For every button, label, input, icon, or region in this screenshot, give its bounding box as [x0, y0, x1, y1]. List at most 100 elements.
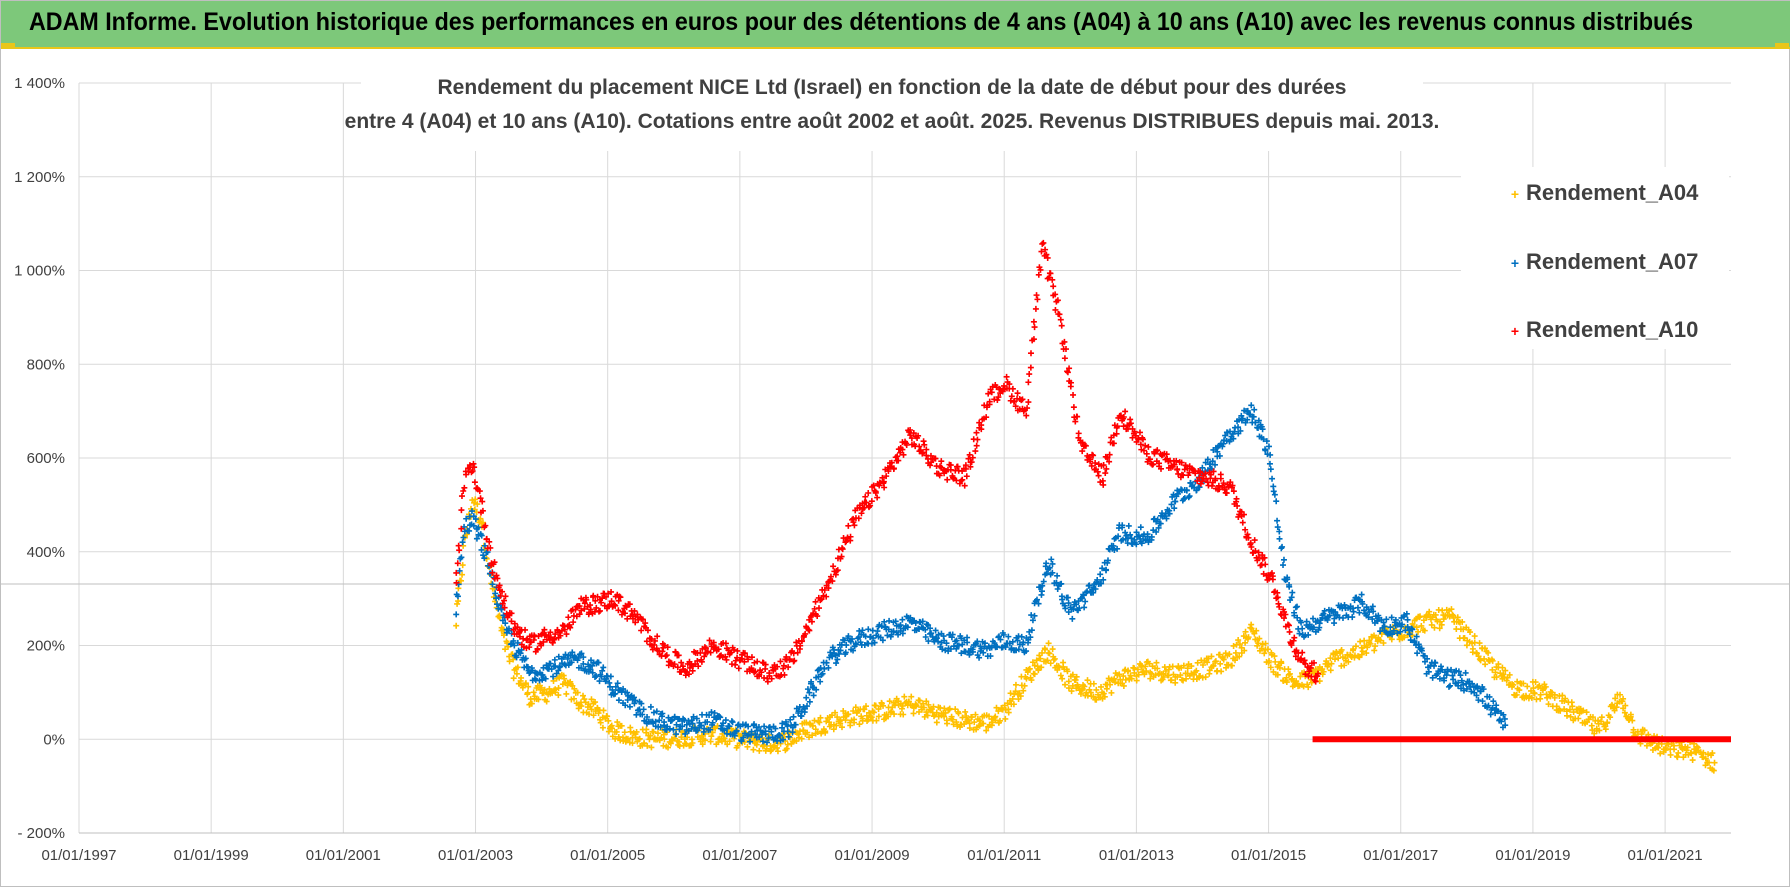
- data-point: [661, 642, 668, 649]
- data-point: [678, 734, 685, 741]
- data-point: [454, 600, 461, 607]
- data-point: [621, 729, 628, 736]
- data-point: [1113, 430, 1120, 437]
- data-point: [1135, 671, 1142, 678]
- data-point: [647, 732, 654, 739]
- data-point: [1479, 698, 1486, 705]
- data-point: [745, 723, 752, 730]
- data-point: [803, 694, 810, 701]
- data-point: [845, 633, 852, 640]
- data-point: [785, 733, 792, 740]
- data-point: [701, 644, 708, 651]
- data-point: [1232, 657, 1239, 664]
- data-point: [715, 646, 722, 653]
- data-point: [1210, 662, 1217, 669]
- data-point: [1350, 608, 1357, 615]
- data-point: [1178, 459, 1185, 466]
- data-point: [1328, 660, 1335, 667]
- data-point: [1059, 675, 1066, 682]
- data-point: [865, 626, 872, 633]
- data-point: [1455, 668, 1462, 675]
- data-point: [1207, 471, 1214, 478]
- data-point: [1025, 379, 1032, 386]
- data-point: [569, 649, 576, 656]
- data-point: [1469, 680, 1476, 687]
- data-point: [1388, 614, 1395, 621]
- data-point: [1007, 690, 1014, 697]
- data-point: [1374, 618, 1381, 625]
- data-point: [494, 575, 501, 582]
- data-point: [1174, 673, 1181, 680]
- data-point: [1380, 640, 1387, 647]
- data-point: [895, 457, 902, 464]
- data-point: [612, 683, 619, 690]
- data-point: [1462, 669, 1469, 676]
- data-point: [1028, 350, 1034, 357]
- data-point: [1288, 642, 1295, 649]
- data-point: [605, 717, 612, 724]
- data-point: [915, 432, 922, 439]
- data-point: [1413, 633, 1420, 640]
- data-point: [865, 489, 872, 496]
- data-point: [1037, 655, 1044, 662]
- data-point: [1002, 715, 1009, 722]
- data-point: [948, 713, 955, 720]
- data-point: [1229, 482, 1236, 489]
- data-point: [1407, 637, 1414, 644]
- data-point: [530, 689, 537, 696]
- data-point: [1404, 616, 1411, 623]
- data-point: [514, 639, 521, 646]
- data-point: [891, 711, 898, 718]
- data-point: [1054, 572, 1061, 579]
- data-point: [1051, 655, 1058, 662]
- data-point: [1242, 639, 1249, 646]
- data-point: [1073, 673, 1080, 680]
- data-point: [1059, 596, 1066, 603]
- data-point: [518, 674, 525, 681]
- data-point: [802, 630, 809, 637]
- data-point: [1039, 582, 1046, 589]
- data-point: [1143, 668, 1150, 675]
- data-point: [1356, 609, 1363, 616]
- data-point: [819, 670, 826, 677]
- data-point: [1139, 436, 1146, 443]
- data-point: [595, 710, 602, 717]
- data-point: [1039, 240, 1046, 247]
- data-point: [973, 442, 980, 449]
- data-point: [1103, 465, 1110, 472]
- data-point: [608, 598, 615, 605]
- data-point: [1034, 296, 1041, 303]
- data-point: [477, 495, 484, 502]
- data-point: [806, 734, 813, 741]
- data-point: [1058, 580, 1065, 587]
- data-point: [1359, 600, 1366, 607]
- data-point: [1602, 726, 1609, 733]
- data-point: [578, 607, 585, 614]
- data-point: [1278, 658, 1285, 665]
- data-point: [1264, 646, 1271, 653]
- data-point: [1086, 582, 1093, 589]
- data-point: [1145, 443, 1152, 450]
- data-point: [885, 713, 892, 720]
- data-point: [555, 653, 562, 660]
- data-point: [1168, 677, 1175, 684]
- data-point: [710, 639, 717, 646]
- x-tick-label: 01/01/2003: [438, 847, 513, 864]
- data-point: [740, 734, 747, 741]
- data-point: [976, 717, 983, 724]
- data-point: [1400, 613, 1407, 620]
- data-point: [1480, 686, 1487, 693]
- data-point: [1180, 472, 1187, 479]
- data-point: [1010, 701, 1017, 708]
- data-point: [976, 654, 983, 661]
- data-point: [551, 656, 558, 663]
- data-point: [1070, 605, 1077, 612]
- data-point: [784, 728, 791, 735]
- data-point: [1005, 633, 1012, 640]
- data-point: [1299, 625, 1306, 632]
- data-point: [596, 678, 603, 685]
- data-point: [808, 678, 815, 685]
- data-point: [580, 692, 587, 699]
- data-point: [1267, 451, 1274, 458]
- data-point: [1481, 645, 1488, 652]
